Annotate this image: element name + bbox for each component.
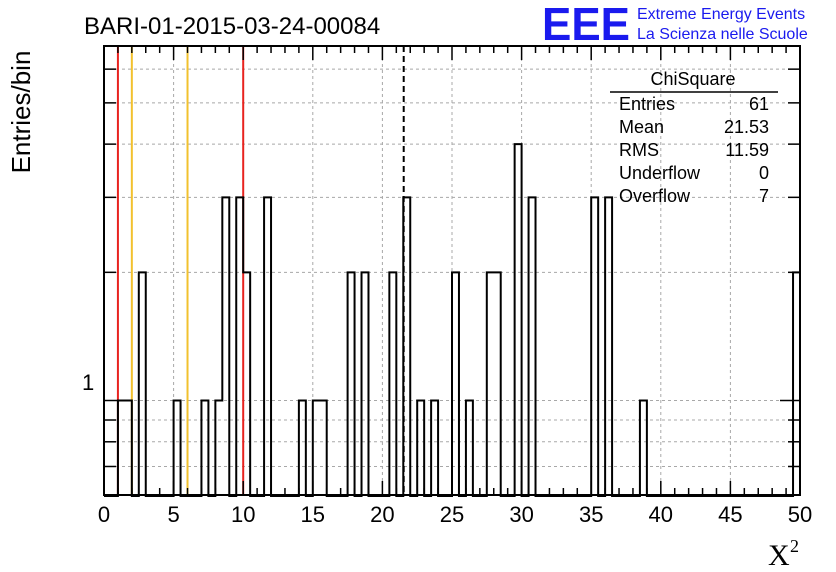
stats-label-underflow: Underflow xyxy=(619,163,701,183)
x-tick-labels: 0 5 10 15 20 25 30 35 40 45 50 xyxy=(98,502,812,527)
stats-value-rms: 11.59 xyxy=(725,140,769,160)
stats-value-underflow: 0 xyxy=(759,163,769,183)
x-tick-label: 30 xyxy=(509,502,533,527)
eee-logo: EEE Extreme Energy Events La Scienza nel… xyxy=(542,0,808,50)
x-tick-label: 5 xyxy=(167,502,179,527)
chart-title: BARI-01-2015-03-24-00084 xyxy=(84,13,380,40)
eee-logo-mark: EEE xyxy=(542,0,630,50)
axis-ticks xyxy=(103,46,801,495)
histogram-outline xyxy=(104,143,801,497)
x-axis-label-main: X xyxy=(768,539,790,572)
x-axis-label-superscript: 2 xyxy=(790,536,799,556)
y-tick-label: 1 xyxy=(82,370,94,395)
x-tick-label: 15 xyxy=(301,502,325,527)
stats-label-entries: Entries xyxy=(619,94,675,114)
x-tick-label: 35 xyxy=(579,502,603,527)
x-tick-label: 40 xyxy=(649,502,673,527)
x-tick-label: 10 xyxy=(231,502,255,527)
x-tick-label: 0 xyxy=(98,502,110,527)
stats-label-rms: RMS xyxy=(619,140,659,160)
eee-logo-line1: Extreme Energy Events xyxy=(637,6,805,23)
eee-logo-line2: La Scienza nelle Scuole xyxy=(637,26,808,43)
y-axis-label: Entries/bin xyxy=(6,51,36,174)
x-tick-label: 20 xyxy=(370,502,394,527)
stats-box: ChiSquare Entries 61 Mean 21.53 RMS 11.5… xyxy=(610,69,778,206)
x-tick-label: 50 xyxy=(788,502,812,527)
x-axis-label: X 2 xyxy=(768,536,799,572)
stats-value-overflow: 7 xyxy=(759,186,769,206)
x-tick-label: 25 xyxy=(440,502,464,527)
stats-value-mean: 21.53 xyxy=(724,117,769,137)
x-tick-label: 45 xyxy=(718,502,742,527)
stats-label-mean: Mean xyxy=(619,117,664,137)
stats-label-overflow: Overflow xyxy=(619,186,691,206)
stats-value-entries: 61 xyxy=(749,94,769,114)
stats-title: ChiSquare xyxy=(650,69,735,89)
